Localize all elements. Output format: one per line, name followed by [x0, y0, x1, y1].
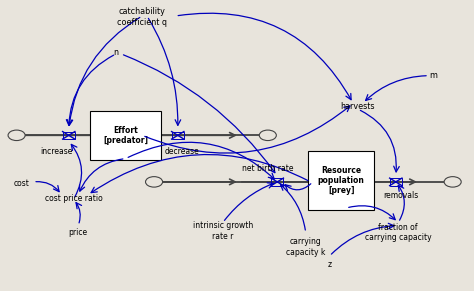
Text: fraction of
carrying capacity: fraction of carrying capacity [365, 223, 431, 242]
Bar [63, 132, 75, 139]
Circle shape [146, 177, 163, 187]
Text: increase: increase [41, 147, 73, 156]
FancyBboxPatch shape [90, 111, 161, 160]
Text: cost price ratio: cost price ratio [45, 194, 102, 203]
Text: decrease: decrease [165, 147, 200, 156]
Text: intrinsic growth
rate r: intrinsic growth rate r [192, 221, 253, 241]
Bar [271, 178, 283, 186]
FancyBboxPatch shape [308, 151, 374, 210]
Text: Effort
[predator]: Effort [predator] [103, 126, 148, 145]
Text: cost: cost [13, 179, 29, 188]
Circle shape [8, 130, 25, 141]
Text: n: n [114, 48, 118, 57]
Circle shape [444, 177, 461, 187]
Text: carrying
capacity k: carrying capacity k [286, 237, 326, 257]
Text: harvests: harvests [341, 102, 375, 111]
Text: Resource
population
[prey]: Resource population [prey] [318, 166, 365, 195]
Circle shape [259, 130, 276, 141]
Text: catchability
coefficient q: catchability coefficient q [117, 7, 167, 27]
Text: price: price [69, 228, 88, 237]
Bar [172, 132, 184, 139]
Text: m: m [429, 71, 437, 80]
Bar [390, 178, 402, 186]
Text: z: z [328, 260, 331, 269]
Text: net birth rate: net birth rate [242, 164, 293, 173]
Text: removals: removals [383, 191, 418, 200]
